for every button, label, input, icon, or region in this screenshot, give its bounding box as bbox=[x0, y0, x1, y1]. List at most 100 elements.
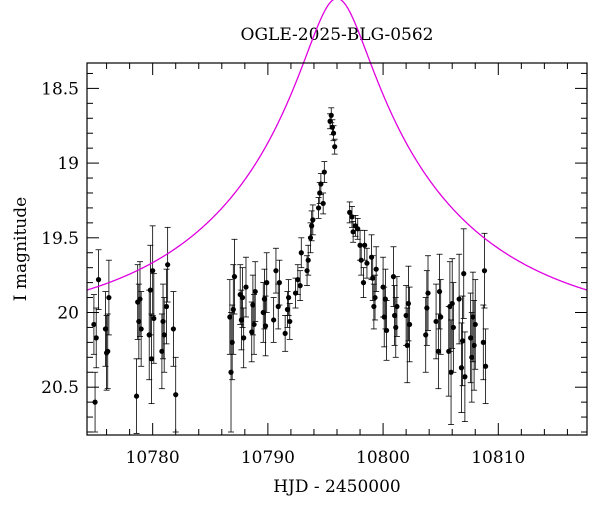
point-marker bbox=[163, 303, 170, 310]
point-marker bbox=[372, 294, 378, 301]
point-marker bbox=[165, 262, 171, 268]
point-marker bbox=[250, 302, 256, 308]
point-marker bbox=[262, 323, 269, 329]
point-marker bbox=[403, 312, 409, 319]
data-point bbox=[315, 197, 322, 219]
point-marker bbox=[227, 314, 233, 320]
data-point bbox=[393, 276, 400, 337]
point-marker bbox=[321, 169, 327, 175]
data-point bbox=[172, 356, 179, 433]
point-marker bbox=[328, 112, 334, 118]
point-marker bbox=[480, 339, 486, 345]
point-marker bbox=[161, 332, 167, 338]
point-marker bbox=[405, 300, 412, 307]
point-marker bbox=[305, 257, 311, 263]
point-marker bbox=[320, 200, 326, 207]
x-tick-label: 10790 bbox=[241, 448, 295, 468]
point-marker bbox=[241, 335, 247, 341]
point-marker bbox=[458, 365, 465, 371]
data-point bbox=[160, 283, 167, 360]
data-point bbox=[276, 259, 283, 306]
data-point bbox=[242, 256, 249, 318]
data-point bbox=[297, 270, 304, 301]
data-point bbox=[133, 358, 140, 434]
data-point bbox=[361, 229, 368, 261]
point-marker bbox=[273, 268, 279, 274]
point-marker bbox=[461, 271, 467, 277]
data-point bbox=[406, 286, 413, 363]
data-point bbox=[163, 268, 170, 345]
point-marker bbox=[330, 130, 337, 136]
data-point bbox=[298, 237, 305, 269]
data-point bbox=[437, 279, 444, 355]
point-marker bbox=[350, 229, 356, 235]
data-point bbox=[161, 297, 168, 373]
point-marker bbox=[150, 268, 156, 274]
point-marker bbox=[307, 235, 314, 241]
point-marker bbox=[383, 327, 390, 334]
point-marker bbox=[459, 338, 466, 344]
data-point bbox=[252, 261, 259, 322]
point-marker bbox=[371, 303, 377, 310]
point-marker bbox=[373, 266, 379, 272]
point-marker bbox=[471, 342, 477, 348]
data-point bbox=[148, 313, 155, 405]
point-marker bbox=[449, 300, 455, 307]
data-point bbox=[481, 232, 488, 309]
data-point bbox=[372, 274, 379, 321]
point-marker bbox=[438, 314, 444, 320]
point-marker bbox=[173, 392, 179, 398]
x-tick-label: 10800 bbox=[356, 448, 410, 468]
point-marker bbox=[282, 330, 288, 337]
y-tick-label: 19.5 bbox=[41, 229, 79, 249]
x-tick-label: 10810 bbox=[471, 448, 525, 468]
point-marker bbox=[470, 314, 476, 320]
plot-frame bbox=[86, 62, 588, 436]
data-point bbox=[164, 226, 171, 303]
point-marker bbox=[392, 312, 398, 319]
point-marker bbox=[229, 339, 235, 345]
data-point bbox=[150, 273, 157, 364]
data-points bbox=[90, 107, 489, 434]
point-marker bbox=[251, 321, 257, 328]
data-point bbox=[472, 279, 479, 370]
point-marker bbox=[481, 268, 488, 274]
point-marker bbox=[231, 274, 238, 280]
point-marker bbox=[309, 223, 315, 229]
point-marker bbox=[93, 335, 99, 341]
point-marker bbox=[347, 209, 353, 215]
point-marker bbox=[450, 324, 456, 331]
data-point bbox=[328, 107, 335, 124]
point-marker bbox=[394, 303, 400, 310]
point-marker bbox=[147, 287, 153, 293]
point-marker bbox=[138, 326, 144, 332]
point-marker bbox=[276, 280, 282, 286]
point-marker bbox=[358, 257, 364, 263]
point-marker bbox=[243, 284, 249, 290]
y-axis-label: I magnitude bbox=[11, 197, 31, 301]
point-marker bbox=[284, 306, 291, 313]
point-marker bbox=[106, 294, 112, 301]
point-marker bbox=[332, 144, 338, 150]
y-tick-label: 20 bbox=[57, 303, 79, 323]
x-axis-label: HJD - 2450000 bbox=[273, 477, 401, 497]
data-point bbox=[251, 294, 258, 355]
data-point bbox=[239, 267, 246, 328]
data-point bbox=[105, 259, 112, 336]
point-marker bbox=[468, 335, 474, 341]
point-marker bbox=[261, 296, 268, 302]
point-marker bbox=[249, 329, 255, 335]
point-marker bbox=[102, 326, 109, 332]
chart-title: OGLE-2025-BLG-0562 bbox=[241, 25, 434, 45]
data-point bbox=[368, 234, 375, 281]
point-marker bbox=[315, 205, 322, 211]
data-point bbox=[320, 192, 327, 215]
point-marker bbox=[364, 260, 370, 266]
data-point bbox=[321, 161, 328, 183]
data-point bbox=[170, 291, 177, 367]
point-marker bbox=[381, 314, 387, 320]
point-marker bbox=[404, 342, 410, 348]
point-marker bbox=[170, 326, 177, 332]
point-marker bbox=[370, 275, 376, 281]
